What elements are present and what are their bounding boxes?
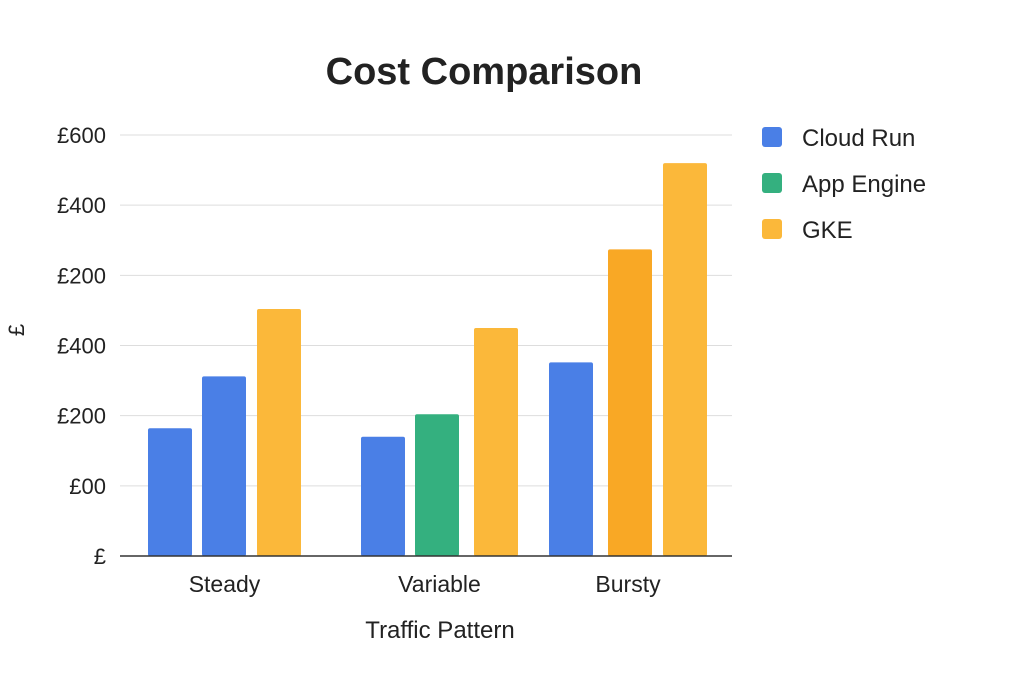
bar-variable-3 — [474, 327, 518, 556]
bar-bursty-2 — [608, 249, 652, 556]
legend-swatch — [762, 173, 782, 193]
x-tick-label: Bursty — [595, 571, 661, 597]
legend-label: Cloud Run — [802, 125, 915, 152]
bar-steady-1 — [148, 428, 192, 556]
x-axis-label: Traffic Pattern — [365, 617, 514, 644]
y-tick-label: £200 — [57, 263, 106, 288]
bar-steady-2 — [202, 376, 246, 556]
y-tick-label: £400 — [57, 334, 106, 359]
bar-variable-1 — [361, 436, 405, 556]
bar-bursty-1 — [549, 362, 593, 556]
bar-variable-2 — [415, 414, 459, 556]
y-tick-label: £00 — [69, 474, 106, 499]
x-tick-label: Variable — [398, 571, 481, 597]
bars — [148, 163, 707, 557]
chart-title: Cost Comparison — [326, 51, 643, 93]
y-tick-label: £600 — [57, 123, 106, 148]
legend: Cloud Run App Engine GKE — [762, 125, 926, 244]
bar-bursty-3 — [663, 163, 707, 557]
x-tick-label: Steady — [189, 571, 261, 597]
legend-swatch — [762, 127, 782, 147]
x-axis-ticks: Steady Variable Bursty — [189, 571, 661, 597]
y-axis-label: £ — [4, 324, 29, 336]
y-tick-label: £ — [94, 544, 106, 569]
y-axis-ticks: £600 £400 £200 £400 £200 £00 £ — [57, 123, 106, 569]
bar-steady-3 — [257, 309, 301, 556]
legend-swatch — [762, 219, 782, 239]
y-tick-label: £200 — [57, 404, 106, 429]
y-tick-label: £400 — [57, 193, 106, 218]
legend-label: GKE — [802, 217, 853, 244]
legend-label: App Engine — [802, 171, 926, 198]
